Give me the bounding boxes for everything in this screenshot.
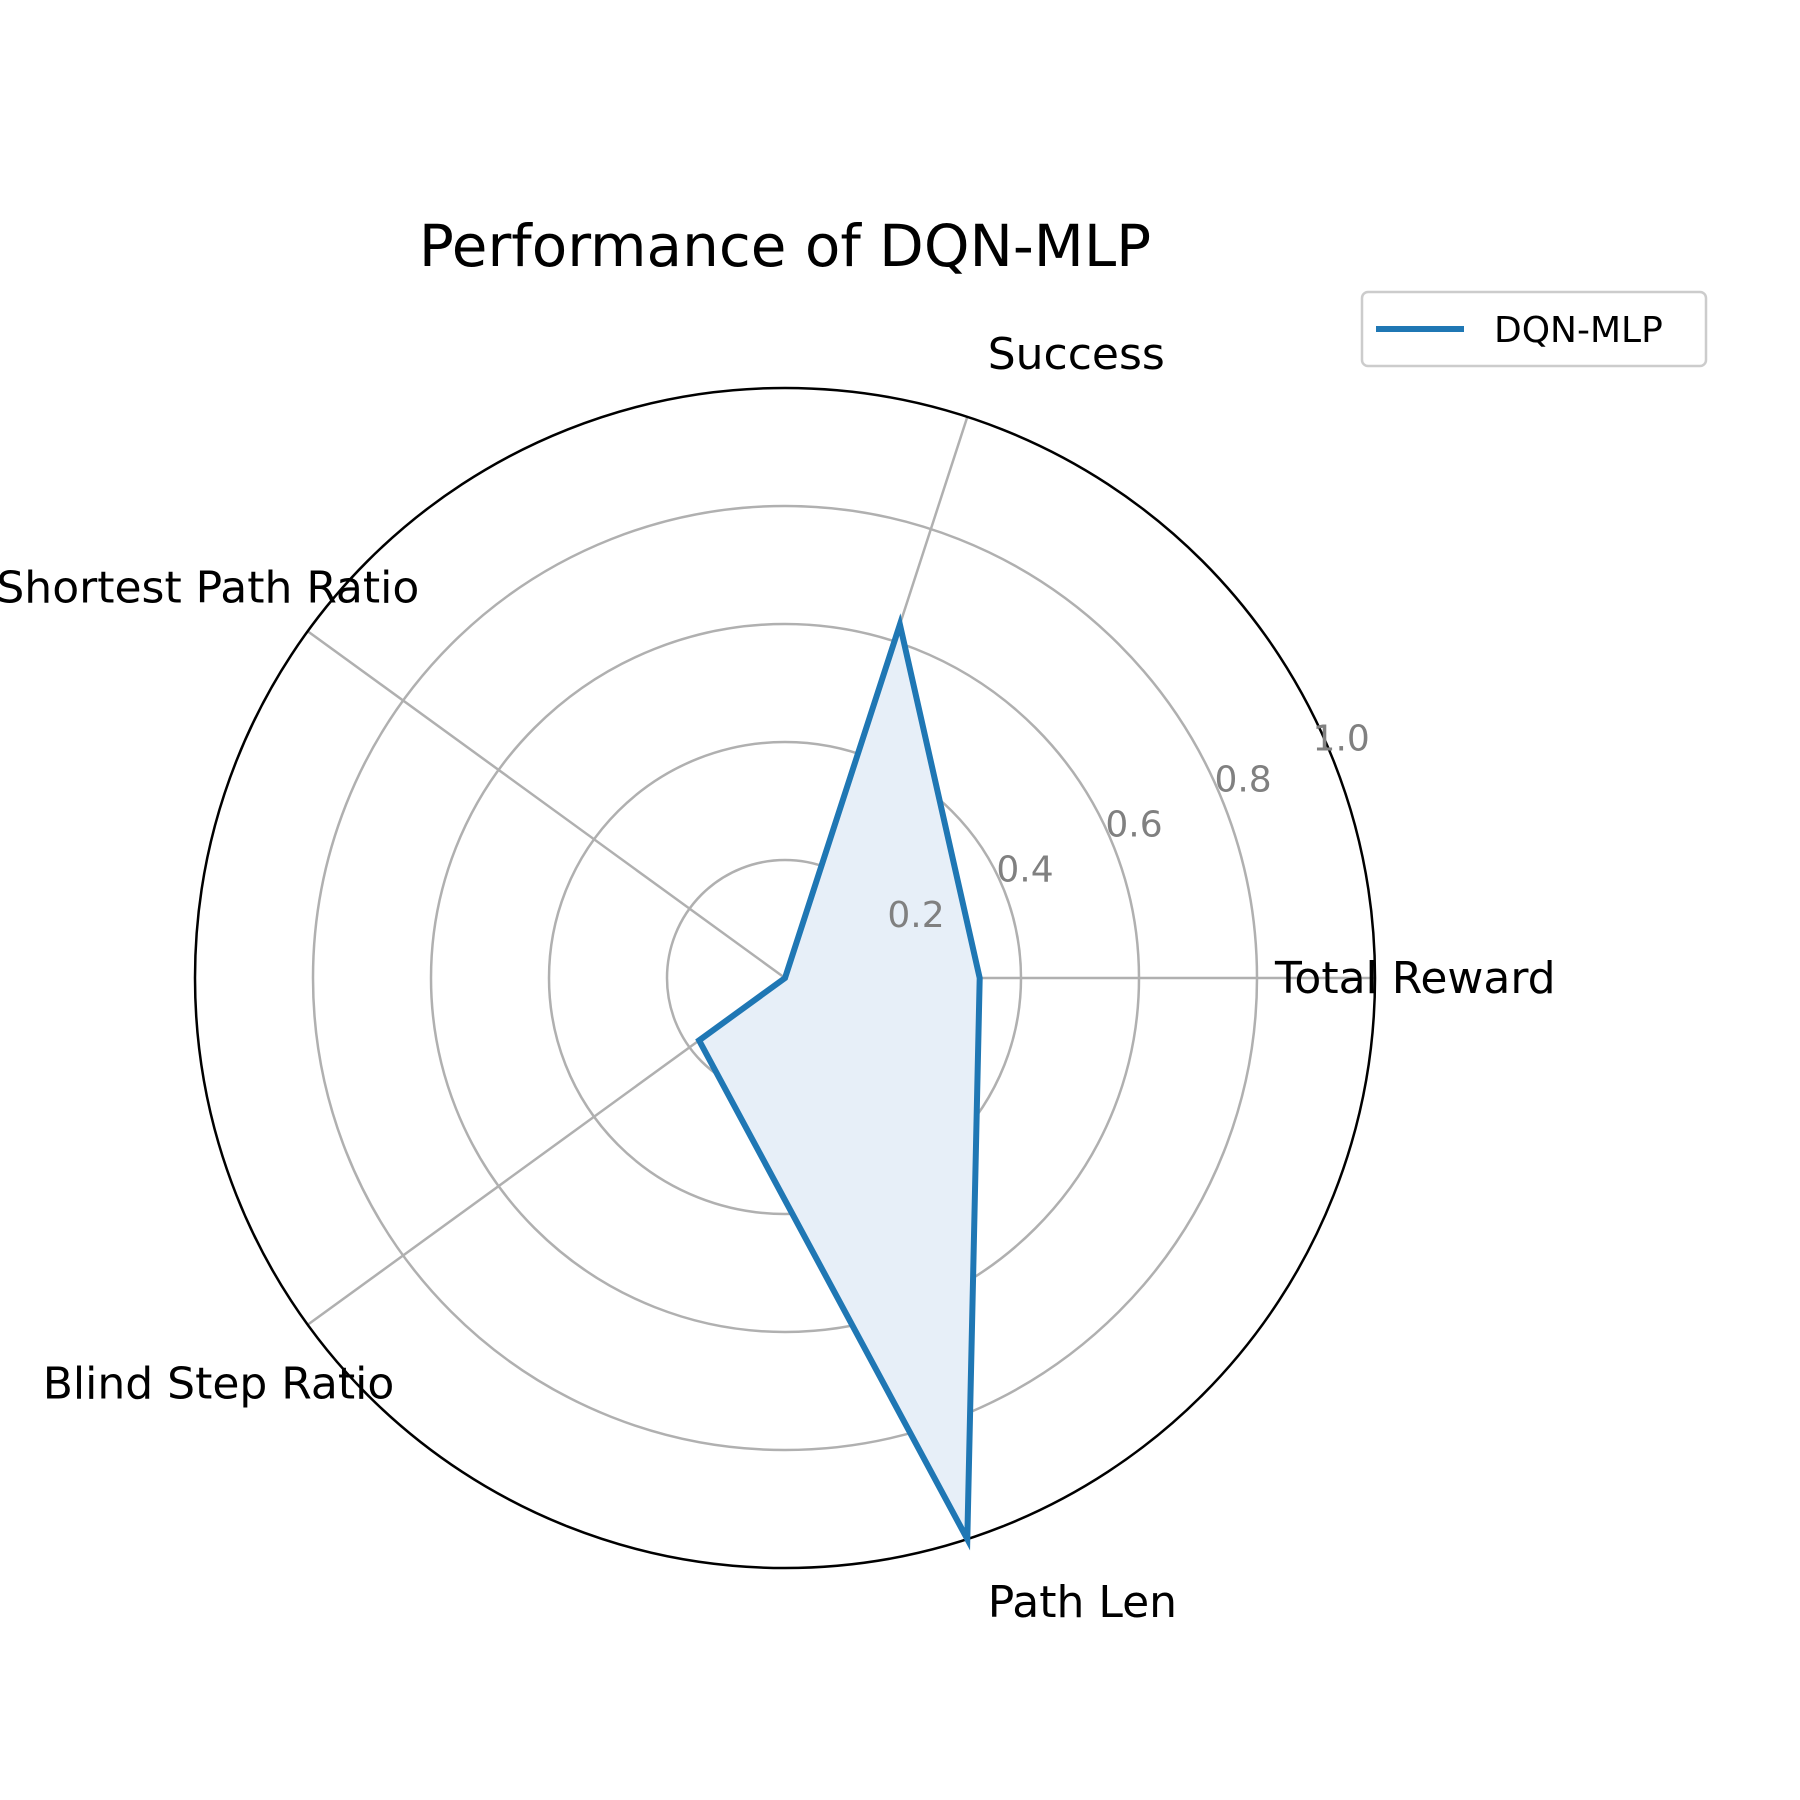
axis-label: Success xyxy=(988,329,1165,380)
series-layer xyxy=(695,613,983,1551)
radial-tick-label: 0.4 xyxy=(996,850,1053,891)
chart-title: Performance of DQN-MLP xyxy=(419,212,1151,280)
axis-label: Shortest Path Ratio xyxy=(0,562,419,613)
outer-frame xyxy=(193,386,1377,1570)
axis-label: Path Len xyxy=(988,1577,1177,1628)
axis-spoke xyxy=(306,630,786,980)
legend-entry: DQN-MLP xyxy=(1494,310,1663,351)
legend-box xyxy=(1360,290,1708,368)
radial-tick-label: 0.6 xyxy=(1105,805,1162,846)
radial-tick-label: 1.0 xyxy=(1313,719,1370,760)
axis-label: Total Reward xyxy=(1274,953,1556,1004)
radial-tick-label: 0.8 xyxy=(1214,759,1271,800)
label-layer: 0.2 0.4 0.6 0.8 1.0 Total Reward Success Shorte… xyxy=(0,329,1556,1628)
radial-tick-label: 0.2 xyxy=(887,895,944,936)
series-line xyxy=(695,613,983,1551)
legend: DQN-MLP xyxy=(1360,290,1708,368)
axis-label: Blind Step Ratio xyxy=(43,1359,395,1410)
series-area xyxy=(699,624,980,1540)
